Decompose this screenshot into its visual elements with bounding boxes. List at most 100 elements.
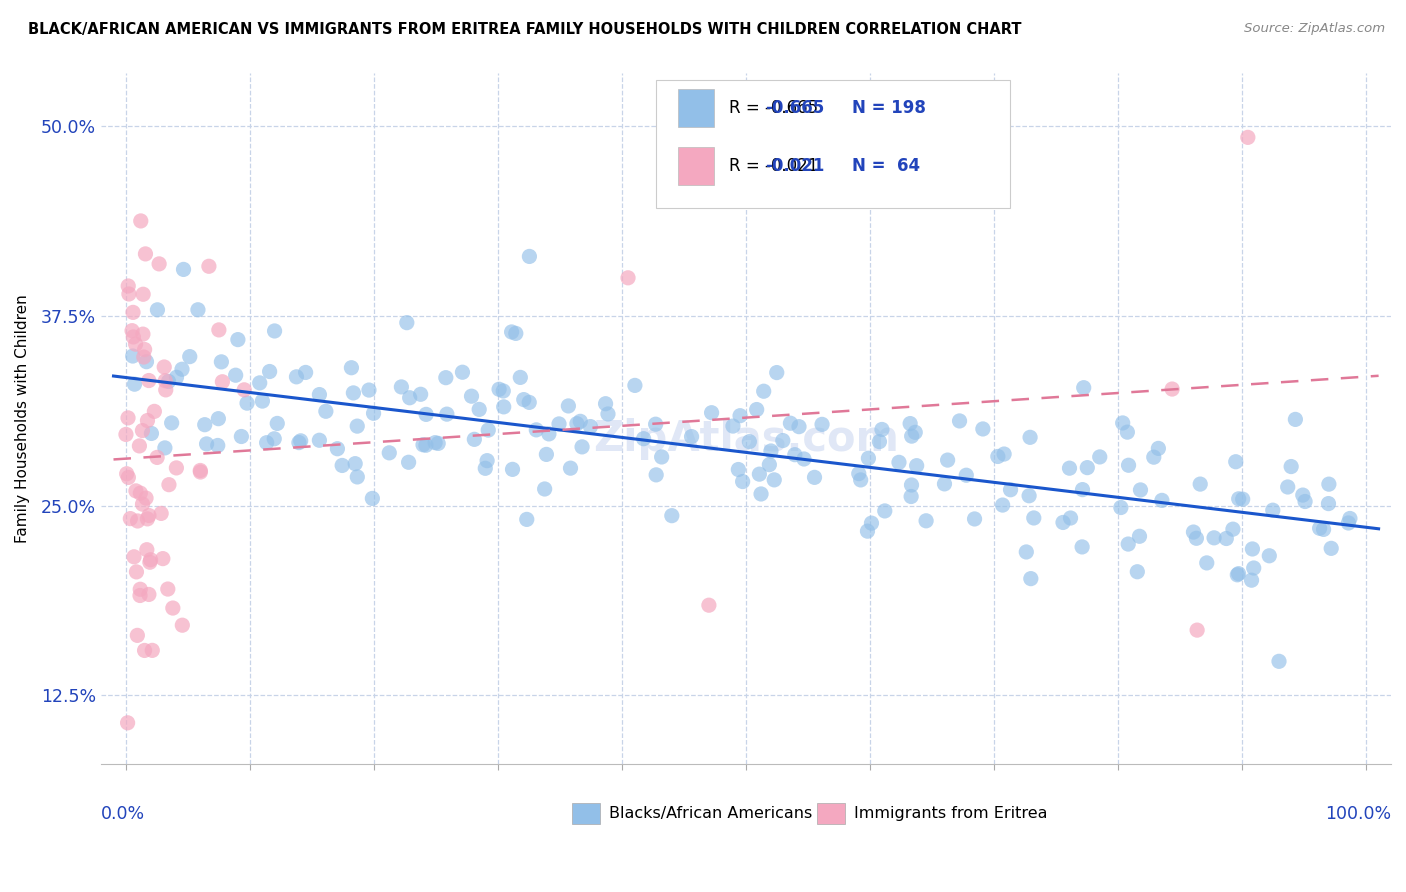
Point [132, 287, 155, 301]
Point [209, 355, 232, 369]
Point [398, 455, 420, 469]
Point [395, 316, 418, 330]
Point [1076, 460, 1098, 475]
Point [1195, 556, 1218, 570]
Point [129, 214, 152, 228]
Point [1189, 477, 1212, 491]
Point [1317, 497, 1340, 511]
Point [148, 257, 170, 271]
Point [624, 378, 647, 392]
Point [127, 514, 149, 528]
Point [492, 400, 515, 414]
Point [787, 419, 810, 434]
Point [1185, 623, 1208, 637]
Point [492, 384, 515, 398]
Point [252, 394, 274, 409]
Point [326, 442, 349, 456]
Point [849, 473, 872, 487]
Y-axis label: Family Households with Children: Family Households with Children [15, 294, 30, 542]
Text: ZipAtlas.com: ZipAtlas.com [593, 418, 898, 460]
Point [1143, 450, 1166, 465]
Point [157, 477, 180, 491]
Text: N = 198: N = 198 [852, 98, 925, 117]
Point [132, 350, 155, 364]
Point [681, 429, 703, 443]
Bar [678, 88, 714, 127]
Point [231, 429, 253, 443]
Text: Blacks/African Americans: Blacks/African Americans [609, 806, 813, 821]
Point [860, 516, 883, 530]
Point [651, 450, 673, 464]
Point [738, 434, 761, 449]
Point [415, 408, 437, 422]
Point [1337, 516, 1360, 530]
Point [451, 365, 474, 379]
Point [1111, 416, 1133, 430]
Text: Immigrants from Eritrea: Immigrants from Eritrea [855, 806, 1047, 821]
Point [557, 399, 579, 413]
Point [156, 582, 179, 596]
Point [783, 448, 806, 462]
Point [131, 497, 153, 511]
Point [415, 438, 437, 452]
Point [617, 270, 640, 285]
Point [856, 524, 879, 538]
Point [1222, 522, 1244, 536]
Point [150, 507, 173, 521]
Point [256, 435, 278, 450]
Point [1240, 573, 1263, 587]
Point [434, 370, 457, 384]
Point [170, 362, 193, 376]
Text: -0.021: -0.021 [765, 157, 825, 175]
Point [758, 458, 780, 472]
Point [1116, 537, 1139, 551]
Point [117, 279, 139, 293]
Point [700, 406, 723, 420]
Point [1059, 511, 1081, 525]
Point [972, 422, 994, 436]
Point [155, 383, 177, 397]
Point [565, 417, 588, 431]
Point [1182, 524, 1205, 539]
Point [1019, 572, 1042, 586]
Text: R = -0.665: R = -0.665 [730, 98, 818, 117]
Point [143, 404, 166, 418]
Point [409, 387, 432, 401]
Point [121, 324, 143, 338]
Point [315, 404, 337, 418]
Point [141, 426, 163, 441]
Point [361, 491, 384, 506]
Point [900, 490, 922, 504]
Point [131, 424, 153, 438]
Point [165, 461, 187, 475]
Point [294, 366, 316, 380]
Point [266, 417, 288, 431]
Point [117, 410, 139, 425]
Point [427, 436, 450, 450]
Point [344, 457, 367, 471]
Point [139, 553, 162, 567]
Point [1232, 492, 1254, 507]
Point [991, 498, 1014, 512]
Point [1243, 561, 1265, 575]
Point [1071, 540, 1094, 554]
Point [752, 384, 775, 399]
Point [1292, 488, 1315, 502]
Point [474, 461, 496, 475]
Point [595, 397, 617, 411]
Point [208, 323, 231, 337]
Point [152, 551, 174, 566]
Point [125, 483, 148, 498]
Point [357, 383, 380, 397]
Point [342, 385, 364, 400]
Point [225, 368, 247, 383]
Point [122, 330, 145, 344]
Point [138, 508, 160, 523]
Point [129, 589, 152, 603]
Point [1109, 500, 1132, 515]
Point [955, 468, 977, 483]
Point [537, 426, 560, 441]
Point [132, 327, 155, 342]
Point [516, 512, 538, 526]
Point [1237, 130, 1260, 145]
